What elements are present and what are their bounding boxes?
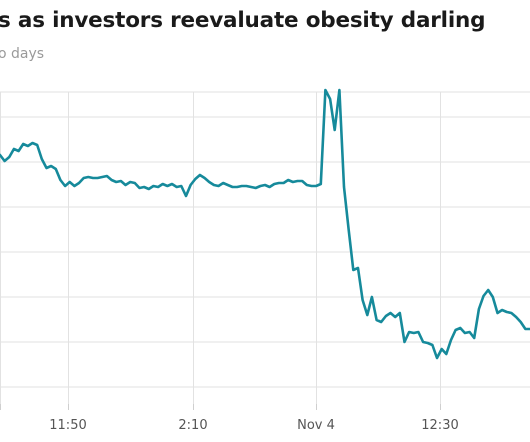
x-tick-label-1: 2:10 (178, 418, 207, 433)
grid-lines (0, 91, 530, 404)
x-tick-label-2: Nov 4 (297, 418, 335, 433)
chart-subtitle: o days (0, 46, 45, 62)
x-axis-ticks (0, 404, 441, 410)
series-line (0, 88, 530, 360)
x-axis-labels: 11:50 2:10 Nov 4 12:30 (49, 418, 458, 433)
chart-title: s as investors reevaluate obesity darlin… (0, 8, 486, 33)
x-tick-label-3: 12:30 (421, 418, 458, 433)
x-tick-label-0: 11:50 (49, 418, 86, 433)
